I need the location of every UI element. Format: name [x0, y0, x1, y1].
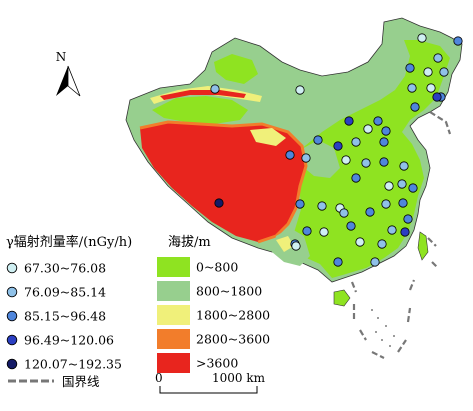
elevation-legend-label: 1800~2800: [196, 308, 270, 323]
station-marker: [405, 63, 415, 73]
plateau-rim: [139, 120, 308, 244]
elevation-legend-swatch: [157, 305, 190, 325]
elevation-legend-title: 海拔/m: [168, 235, 211, 250]
scale-bar-line: [159, 386, 258, 394]
station-marker: [295, 199, 305, 209]
elevation-legend-items: 0~800 800~1800 1800~2800 2800~3600 >3600: [157, 257, 270, 373]
station-marker: [387, 225, 397, 235]
dose-legend-swatch: [6, 358, 18, 370]
station-marker: [433, 53, 443, 63]
elevation-legend-swatch: [157, 353, 190, 373]
station-marker: [379, 157, 389, 167]
station-marker: [295, 85, 305, 95]
station-marker: [408, 183, 418, 193]
taiwan-island: [417, 231, 429, 261]
station-marker: [400, 227, 410, 237]
station-marker: [319, 227, 329, 237]
station-markers: [210, 33, 463, 267]
elevation-legend-label: 0~800: [196, 260, 238, 275]
station-marker: [397, 179, 407, 189]
scale-end-label: 1000 km: [212, 371, 266, 385]
station-marker: [210, 84, 220, 94]
station-marker: [351, 173, 361, 183]
hainan-island: [333, 289, 351, 307]
border-legend: 国界线: [8, 374, 100, 389]
station-marker: [423, 67, 433, 77]
station-marker: [285, 150, 295, 160]
station-marker: [398, 198, 408, 208]
dose-rate-legend: γ辐射剂量率/(nGy/h) 67.30~76.08 76.09~85.14 85.…: [6, 234, 132, 372]
station-marker: [346, 221, 356, 231]
station-marker: [373, 116, 383, 126]
qaidam-basin: [250, 128, 286, 146]
tarim-basin: [152, 96, 248, 124]
dose-legend-label: 85.15~96.48: [24, 309, 106, 324]
station-marker: [403, 214, 413, 224]
station-marker: [313, 135, 323, 145]
station-marker: [339, 208, 349, 218]
north-arrow: N: [56, 50, 81, 97]
station-marker: [361, 158, 371, 168]
dose-legend-label: 120.07~192.35: [24, 357, 122, 372]
tianshan-range: [150, 86, 262, 104]
station-marker: [407, 83, 417, 93]
station-marker: [381, 126, 391, 136]
border-legend-label: 国界线: [62, 374, 100, 389]
dose-legend-swatch: [6, 262, 18, 274]
dose-legend-items: 67.30~76.08 76.09~85.14 85.15~96.48 96.49~1…: [6, 261, 122, 372]
station-marker: [370, 257, 380, 267]
dose-legend-label: 76.09~85.14: [24, 285, 106, 300]
loess-plateau: [300, 140, 340, 178]
dose-legend-swatch: [6, 286, 18, 298]
station-marker: [333, 141, 343, 151]
dose-legend-swatch: [6, 334, 18, 346]
dose-legend-swatch: [6, 310, 18, 322]
north-label: N: [56, 50, 67, 64]
junggar-basin: [214, 54, 258, 84]
station-marker: [453, 36, 463, 46]
elevation-legend-label: 800~1800: [196, 284, 262, 299]
tibet-plateau: [140, 122, 306, 242]
scale-bar: 0 1000 km: [155, 371, 266, 394]
station-marker: [381, 199, 391, 209]
station-marker: [417, 33, 427, 43]
station-marker: [317, 201, 327, 211]
station-marker: [214, 198, 224, 208]
station-marker: [302, 226, 312, 236]
station-marker: [344, 116, 354, 126]
station-marker: [384, 181, 394, 191]
station-marker: [355, 237, 365, 247]
station-marker: [301, 153, 311, 163]
elevation-legend-swatch: [157, 281, 190, 301]
scale-start-label: 0: [155, 371, 163, 385]
station-marker: [333, 257, 343, 267]
station-marker: [379, 137, 389, 147]
south-sea-islands: [371, 309, 395, 347]
station-marker: [341, 155, 351, 165]
elevation-legend-swatch: [157, 329, 190, 349]
elevation-legend-label: >3600: [196, 356, 238, 371]
station-marker: [377, 239, 387, 249]
tianshan-high: [160, 90, 246, 100]
station-marker: [291, 241, 301, 251]
yunnan-high: [276, 236, 294, 252]
station-marker: [410, 102, 420, 112]
dose-legend-label: 67.30~76.08: [24, 261, 106, 276]
station-marker: [351, 137, 361, 147]
national-border-segments: [350, 111, 452, 359]
station-marker: [365, 207, 375, 217]
dose-legend-title: γ辐射剂量率/(nGy/h): [6, 234, 132, 250]
dose-legend-label: 96.49~120.06: [24, 333, 114, 348]
station-marker: [399, 161, 409, 171]
elevation-legend: 海拔/m 0~800 800~1800 1800~2800 2800~3600 >360…: [157, 235, 270, 373]
elevation-legend-swatch: [157, 257, 190, 277]
station-marker: [363, 124, 373, 134]
station-marker: [426, 83, 436, 93]
elevation-legend-label: 2800~3600: [196, 332, 270, 347]
station-marker: [439, 67, 449, 77]
station-marker: [432, 92, 442, 102]
